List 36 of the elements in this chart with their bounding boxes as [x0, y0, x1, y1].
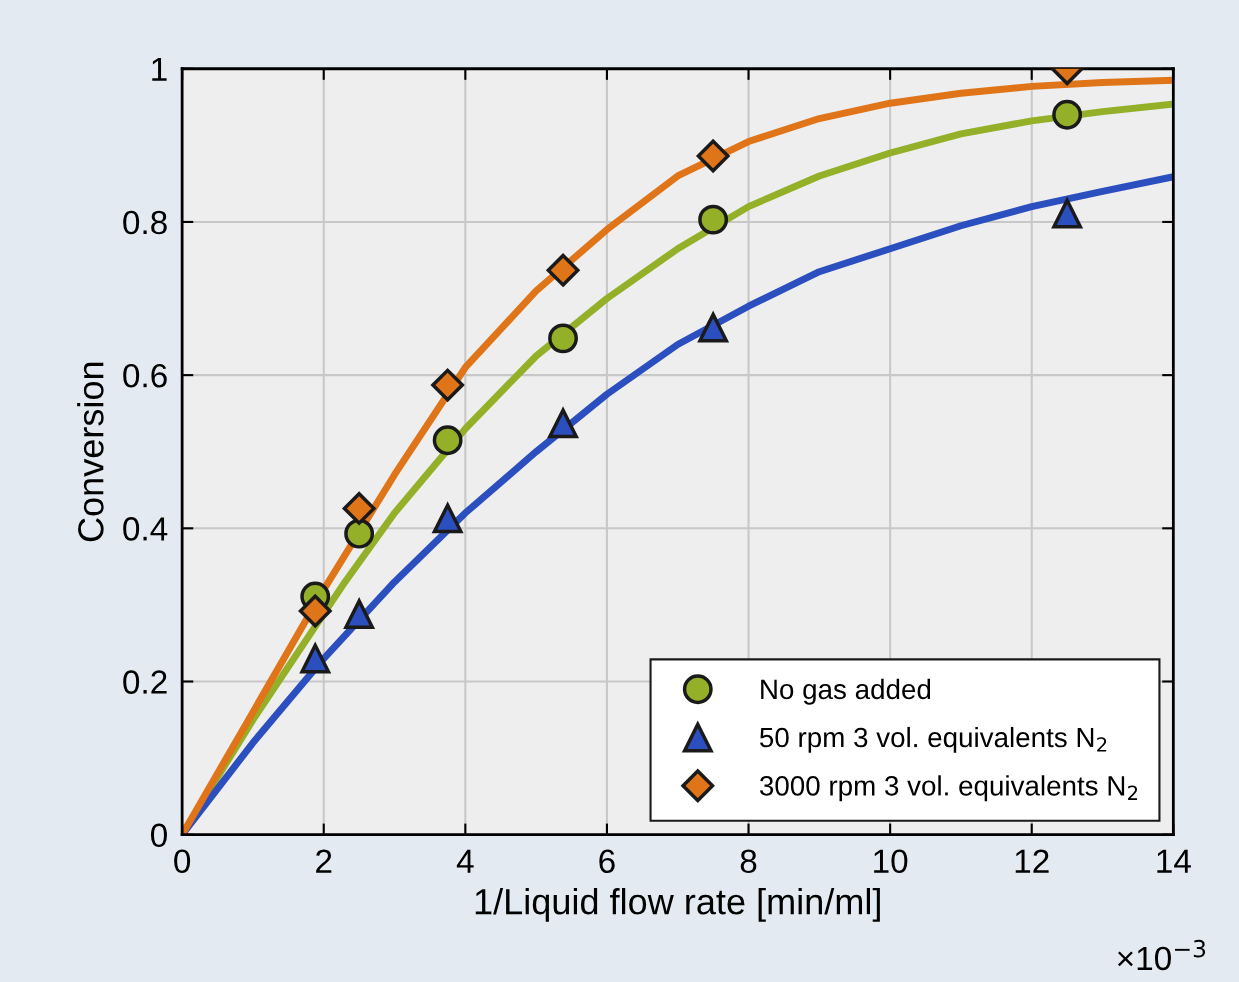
point: [698, 204, 729, 235]
point: [431, 368, 465, 402]
y-tick-label: 1: [152, 57, 167, 81]
y-axis-title: Conversion: [77, 362, 104, 542]
point: [344, 599, 375, 630]
point: [546, 253, 580, 287]
point: [1051, 196, 1083, 229]
x-tick-label: 10: [874, 849, 908, 874]
point: [1052, 99, 1083, 130]
y-tick-label: 0.4: [123, 517, 168, 541]
text: ×10$^{−3}$: [1118, 939, 1206, 971]
y-tick-label: 0.6: [123, 363, 167, 388]
legend-label: No gas added: [761, 678, 931, 705]
point: [299, 641, 332, 674]
point: [548, 323, 578, 354]
y-tick-label: 0: [151, 823, 167, 848]
point: [697, 310, 729, 343]
x-tick-label: 8: [740, 849, 757, 874]
x-tick-label: 2: [316, 849, 332, 873]
point: [344, 518, 375, 549]
point: [342, 491, 376, 525]
legend-label: 50 rpm 3 vol. equivalents N$_{2}$: [760, 726, 1107, 753]
y-tick-label: 0.2: [123, 670, 167, 694]
point: [432, 425, 463, 456]
legend-label: 3000 rpm 3 vol. equivalents N$_{2}$: [759, 775, 1138, 802]
point: [548, 408, 578, 439]
x-axis-title: 1/Liquid flow rate [min/ml]: [475, 888, 880, 922]
x-tick-label: 12: [1015, 849, 1049, 873]
point: [696, 139, 730, 173]
x-tick-label: 4: [456, 849, 474, 873]
x-tick-label: 0: [174, 849, 191, 874]
x-tick-label: 14: [1157, 849, 1191, 873]
point: [432, 503, 463, 534]
point: [298, 594, 332, 628]
x-tick-label: 6: [599, 849, 615, 874]
y-tick-label: 0.8: [123, 210, 167, 235]
